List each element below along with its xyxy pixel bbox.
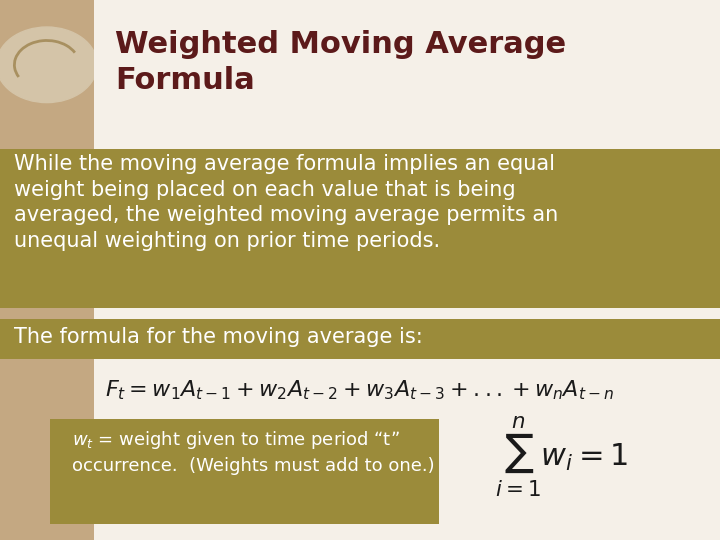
FancyBboxPatch shape bbox=[50, 418, 439, 524]
FancyBboxPatch shape bbox=[0, 148, 720, 308]
Circle shape bbox=[0, 27, 97, 103]
Text: $F_t = w_1A_{t-1} + w_2A_{t-2} + w_3A_{t-3} + ... + w_nA_{t-n}$: $F_t = w_1A_{t-1} + w_2A_{t-2} + w_3A_{t… bbox=[105, 378, 615, 402]
Text: $\sum_{i=1}^{n} w_i = 1$: $\sum_{i=1}^{n} w_i = 1$ bbox=[495, 414, 629, 498]
Text: Weighted Moving Average
Formula: Weighted Moving Average Formula bbox=[115, 30, 567, 94]
FancyBboxPatch shape bbox=[0, 0, 94, 540]
Text: The formula for the moving average is:: The formula for the moving average is: bbox=[14, 327, 423, 347]
FancyBboxPatch shape bbox=[94, 5, 720, 151]
FancyBboxPatch shape bbox=[0, 319, 720, 359]
Text: $w_t$ = weight given to time period “t”
occurrence.  (Weights must add to one.): $w_t$ = weight given to time period “t” … bbox=[72, 429, 435, 475]
Text: While the moving average formula implies an equal
weight being placed on each va: While the moving average formula implies… bbox=[14, 154, 559, 251]
